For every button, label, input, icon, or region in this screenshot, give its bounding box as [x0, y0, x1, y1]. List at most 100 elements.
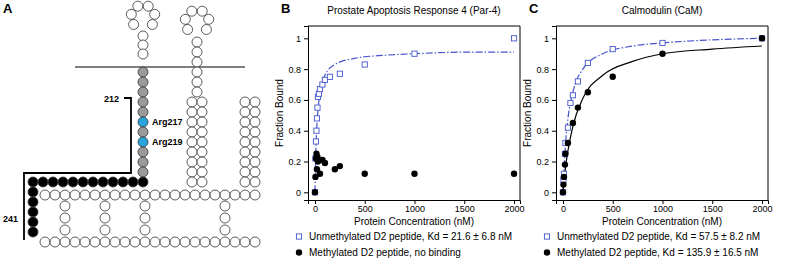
residue: [60, 190, 70, 200]
residue: [210, 237, 220, 247]
y-tick-mark: [552, 192, 556, 193]
residue: [110, 237, 120, 247]
residue: [183, 24, 193, 34]
residue: [197, 137, 207, 147]
legend: Unmethylated D2 peptide, Kd = 57.5 ± 8.2…: [544, 231, 760, 258]
y-tick: 1: [544, 34, 556, 44]
x-tick-label: 0: [561, 204, 566, 214]
region-bracket: [24, 98, 131, 240]
x-tick-mark: [365, 200, 366, 204]
residue: [200, 237, 210, 247]
residue: [108, 177, 118, 187]
data-point: [560, 181, 566, 187]
residue: [250, 237, 260, 247]
residue: [150, 9, 160, 19]
y-tick-mark: [304, 100, 308, 101]
residue: [250, 117, 260, 127]
figure: A212Arg217Arg219241050010001500200000.20…: [0, 0, 797, 264]
y-tick-label: 0.8: [536, 64, 549, 74]
data-point: [560, 190, 565, 195]
residue: [40, 190, 50, 200]
residue: [201, 24, 211, 34]
residue: [250, 127, 260, 137]
data-point: [570, 120, 576, 126]
y-tick-mark: [552, 69, 556, 70]
residue: [28, 217, 38, 227]
residue: [197, 147, 207, 157]
x-tick-mark: [414, 200, 415, 204]
data-point: [562, 151, 568, 157]
residue: [250, 190, 260, 200]
data-point: [759, 35, 765, 41]
panel-label: B: [281, 1, 290, 16]
residue: [240, 167, 250, 177]
residue: [98, 177, 108, 187]
y-axis-title: Fraction Bound: [274, 79, 285, 147]
residue: [192, 77, 202, 87]
residue: [204, 14, 214, 24]
x-tick-label: 500: [606, 204, 621, 214]
fit-line: [315, 52, 514, 192]
residue: [192, 67, 202, 77]
data-point: [585, 89, 591, 95]
plot-frame: [556, 26, 768, 200]
x-tick-label: 2000: [753, 204, 773, 214]
residue: [28, 187, 38, 197]
y-tick: 0: [296, 188, 308, 198]
residue: [187, 177, 197, 187]
data-point: [565, 125, 570, 130]
chart-title: Prostate Apoptosis Response 4 (Par-4): [327, 5, 500, 16]
data-point: [759, 36, 764, 41]
residue: [197, 107, 207, 117]
residue: [140, 213, 150, 223]
plot-frame: [308, 26, 520, 200]
y-axis-line: [304, 27, 309, 201]
residue: [170, 190, 180, 200]
legend-label: Unmethylated D2 peptide, Kd = 57.5 ± 8.2…: [557, 231, 760, 242]
residue: [220, 225, 230, 235]
x-tick: 2000: [505, 200, 525, 214]
residue: [250, 137, 260, 147]
residue: [80, 237, 90, 247]
y-axis-title: Fraction Bound: [522, 79, 533, 147]
legend-label: Unmethylated D2 peptide, Kd = 21.6 ± 6.8…: [309, 231, 512, 242]
residue: [240, 147, 250, 157]
residue: [200, 190, 210, 200]
x-tick: 0: [313, 200, 318, 214]
residue-label: Arg219: [152, 137, 183, 147]
y-tick-label: 0.8: [288, 64, 301, 74]
residue: [128, 177, 138, 187]
residue: [250, 97, 260, 107]
residue: [58, 177, 68, 187]
residue: [88, 177, 98, 187]
residue: [120, 237, 130, 247]
residue: [220, 190, 230, 200]
residue: [50, 237, 60, 247]
plot-area: [312, 36, 517, 196]
x-tick-label: 500: [358, 204, 373, 214]
residue: [240, 177, 250, 187]
plot-area: [560, 35, 765, 195]
residue: [120, 190, 130, 200]
residue: [60, 213, 70, 223]
residue: [140, 190, 150, 200]
residue: [240, 117, 250, 127]
residue: [192, 37, 202, 47]
data-point: [322, 77, 327, 82]
y-tick-label: 0.4: [288, 126, 301, 136]
residue: [118, 177, 128, 187]
x-tick-label: 1000: [405, 204, 425, 214]
residue: [40, 237, 50, 247]
data-point: [337, 71, 342, 76]
legend-label: Methylated D2 peptide, Kd = 135.9 ± 16.5…: [557, 247, 758, 258]
data-point: [314, 116, 319, 121]
y-tick-mark: [304, 131, 308, 132]
data-point: [312, 190, 317, 195]
x-tick-label: 0: [313, 204, 318, 214]
residue: [240, 157, 250, 167]
residue: [138, 107, 148, 117]
residue: [140, 225, 150, 235]
x-axis-title: Protein Concentration (nM): [602, 216, 722, 227]
residue: [250, 147, 260, 157]
x-tick-mark: [563, 200, 564, 204]
